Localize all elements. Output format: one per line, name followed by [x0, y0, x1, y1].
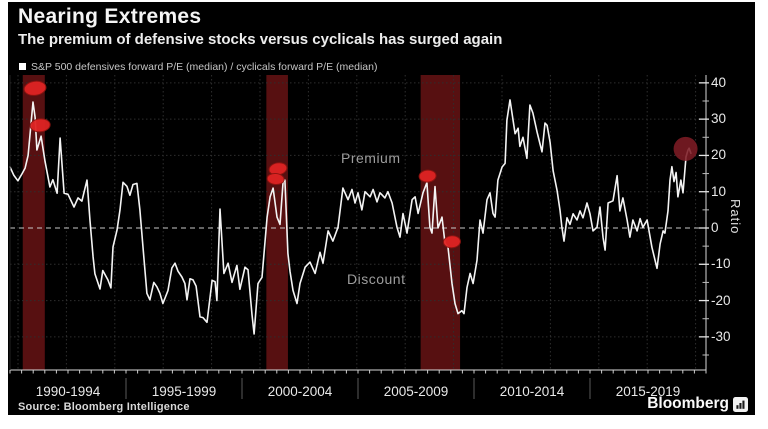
- legend-swatch-icon: [19, 63, 26, 70]
- x-axis-period-label: 1990-1994: [35, 384, 101, 399]
- x-axis-period-label: 1995-1999: [151, 384, 217, 399]
- x-axis-period-label: 2000-2004: [267, 384, 333, 399]
- legend-item: S&P 500 defensives forward P/E (median) …: [19, 61, 377, 73]
- annotation-marker: [418, 169, 437, 183]
- x-axis-period-label: 2005-2009: [383, 384, 449, 399]
- y-axis-tick-label: -30: [711, 328, 731, 344]
- y-axis-tick-label: 40: [711, 74, 727, 90]
- recession-band: [266, 75, 288, 370]
- annotation-marker: [29, 118, 51, 133]
- source-text: Source: Bloomberg Intelligence: [18, 401, 190, 413]
- end-highlight-circle: [673, 136, 698, 161]
- series-line: [9, 99, 692, 335]
- annotation-marker: [266, 172, 285, 186]
- y-axis-tick-label: -20: [711, 292, 731, 308]
- page-subtitle: The premium of defensive stocks versus c…: [18, 31, 503, 48]
- y-axis-tick-label: -10: [711, 256, 731, 272]
- y-axis-tick-label: 10: [711, 183, 727, 199]
- y-axis-tick-label: 0: [711, 220, 719, 235]
- y-axis-title: Ratio: [728, 199, 743, 235]
- legend-label: S&P 500 defensives forward P/E (median) …: [31, 61, 378, 73]
- x-axis-period-label: 2010-2014: [499, 384, 565, 399]
- bloomberg-logo-icon: [733, 397, 748, 412]
- y-axis-tick-label: 20: [711, 147, 727, 163]
- page-title: Nearing Extremes: [18, 5, 202, 28]
- premium-zone-label: Premium: [341, 150, 401, 166]
- bloomberg-wordmark: Bloomberg: [647, 395, 729, 412]
- x-axis-period-label: 2015-2019: [615, 384, 681, 399]
- chart-panel: [8, 2, 755, 415]
- discount-zone-label: Discount: [347, 271, 406, 287]
- annotation-marker: [442, 235, 461, 249]
- annotation-marker: [23, 80, 47, 96]
- y-axis-tick-label: 30: [711, 111, 727, 127]
